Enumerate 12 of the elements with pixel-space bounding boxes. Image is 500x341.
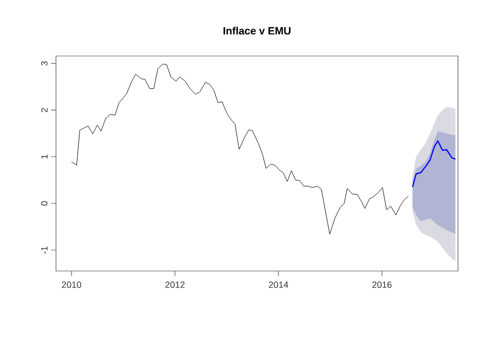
y-tick-label: -1 (41, 246, 48, 254)
y-tick-label: 0 (41, 201, 48, 206)
line-series (412, 140, 456, 188)
line-series (71, 64, 409, 234)
x-tick-label: 2010 (62, 282, 82, 288)
y-tick-label: 3 (41, 61, 48, 66)
x-tick-label: 2014 (268, 282, 288, 288)
x-tick-label: 2016 (372, 282, 392, 288)
y-tick-label: 1 (41, 154, 48, 159)
chart-title: Inflace v EMU (224, 26, 290, 35)
y-tick-label: 2 (41, 108, 48, 112)
x-tick-label: 2012 (165, 282, 185, 288)
